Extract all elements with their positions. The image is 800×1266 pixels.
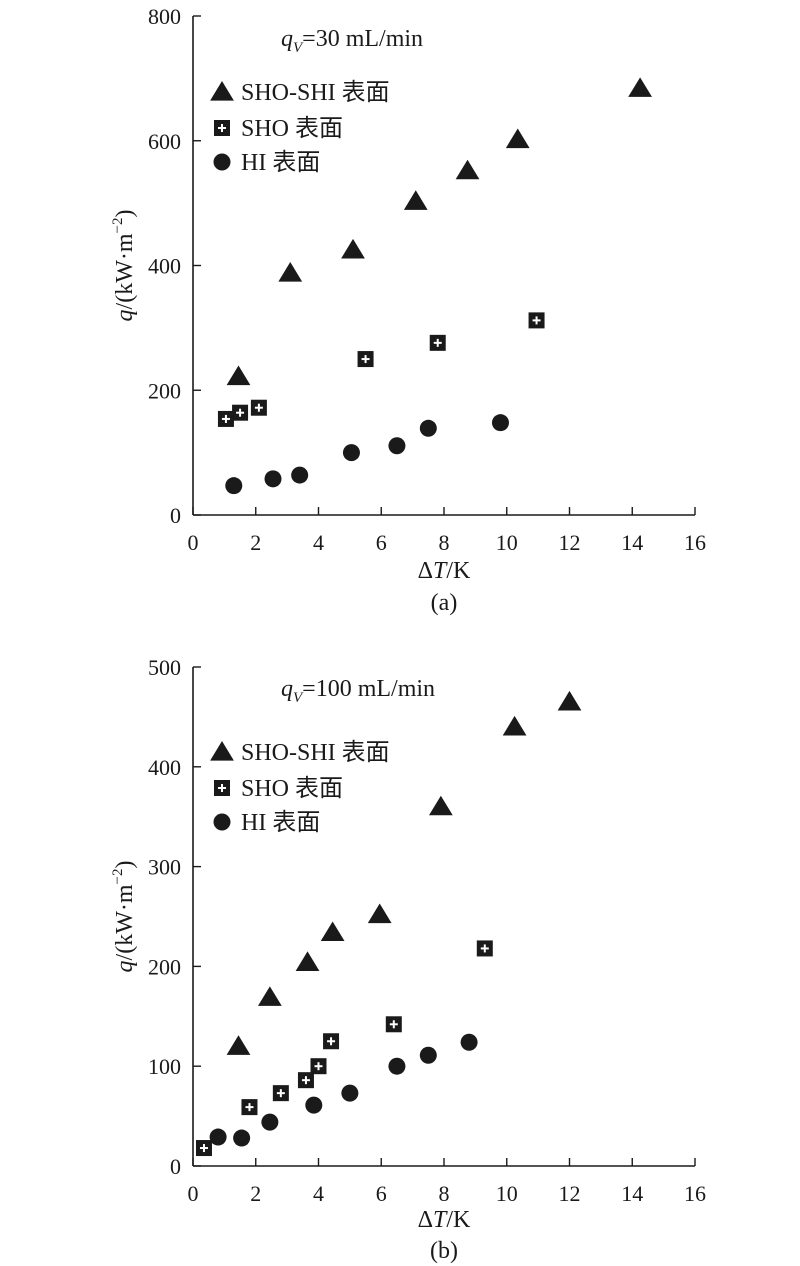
data-point-triangle — [257, 986, 282, 1006]
data-point-triangle — [295, 951, 320, 971]
legend-label: HI 表面 — [241, 149, 320, 176]
panel-label: (b) — [430, 1238, 458, 1264]
flow-rate-annotation: qV=100 mL/min — [281, 676, 435, 706]
data-point-circle — [291, 466, 309, 484]
data-point-square-cross — [323, 1033, 340, 1050]
data-point-square-cross — [232, 404, 249, 421]
x-tick-label: 8 — [439, 1181, 450, 1206]
y-axis-title: q/(kW·m−2) — [110, 210, 138, 322]
legend-marker-square-cross — [214, 120, 230, 136]
x-tick-label: 16 — [684, 530, 706, 555]
data-point-triangle — [226, 1035, 251, 1055]
data-point-circle — [305, 1096, 323, 1114]
data-point-triangle — [428, 795, 453, 816]
x-tick-label: 14 — [621, 1181, 643, 1206]
data-point-triangle — [226, 365, 251, 386]
data-point-square-cross — [476, 940, 493, 957]
y-tick-label: 600 — [148, 129, 181, 154]
data-point-circle — [209, 1128, 227, 1146]
chart-panel-b: 0 2 4 6 8 10 12 14 16 0 100 200 300 400 500 ΔT/K q/(kW·m… — [110, 655, 706, 1264]
legend-label: SHO-SHI 表面 — [241, 739, 390, 766]
y-tick-label: 0 — [170, 503, 181, 528]
y-tick-label: 100 — [148, 1054, 181, 1079]
legend-label: HI 表面 — [241, 809, 320, 836]
y-tick-label: 300 — [148, 855, 181, 880]
x-tick-label: 10 — [496, 530, 518, 555]
legend-marker-triangle — [210, 741, 234, 761]
data-point-circle — [388, 1057, 406, 1075]
x-tick-label: 12 — [559, 1181, 581, 1206]
data-point-triangle — [341, 238, 365, 259]
data-point-triangle — [557, 690, 582, 711]
legend-label: SHO 表面 — [241, 115, 343, 142]
y-tick-label: 0 — [170, 1154, 181, 1179]
data-point-circle — [419, 419, 437, 437]
x-tick-label: 0 — [188, 1181, 199, 1206]
data-point-square-cross — [217, 410, 234, 427]
legend-marker-triangle — [210, 81, 234, 101]
data-point-circle — [341, 1084, 359, 1102]
x-tick-label: 12 — [559, 530, 581, 555]
data-point-triangle — [628, 77, 652, 97]
panel-label: (a) — [431, 590, 458, 616]
y-tick-label: 400 — [148, 755, 181, 780]
data-point-circle — [419, 1046, 437, 1064]
data-point-circle — [460, 1033, 478, 1051]
y-tick-label: 500 — [148, 655, 181, 680]
data-point-triangle — [502, 715, 527, 736]
data-point-square-cross — [528, 312, 545, 329]
data-point-square-cross — [250, 399, 267, 416]
data-point-triangle — [367, 903, 392, 924]
legend-marker-circle — [213, 153, 231, 171]
flow-rate-annotation: qV=30 mL/min — [281, 26, 423, 56]
data-point-triangle — [455, 159, 480, 180]
data-point-circle — [264, 470, 282, 488]
data-point-square-cross — [195, 1140, 212, 1157]
y-tick-label: 400 — [148, 254, 181, 279]
data-point-square-cross — [357, 351, 374, 368]
x-tick-label: 14 — [621, 530, 643, 555]
legend-label: SHO 表面 — [241, 775, 343, 802]
y-tick-label: 200 — [148, 954, 181, 979]
data-point-circle — [261, 1113, 279, 1131]
data-point-triangle — [320, 921, 345, 942]
data-point-circle — [225, 477, 243, 495]
x-tick-label: 8 — [439, 530, 450, 555]
y-tick-label: 200 — [148, 378, 181, 403]
data-point-square-cross — [272, 1085, 289, 1102]
data-point-circle — [233, 1129, 251, 1147]
data-point-circle — [342, 444, 360, 462]
y-axis-title: q/(kW·m−2) — [110, 861, 138, 973]
x-tick-label: 2 — [250, 530, 261, 555]
data-point-triangle — [278, 261, 303, 282]
data-point-square-cross — [429, 334, 446, 351]
x-tick-label: 16 — [684, 1181, 706, 1206]
x-axis-title: ΔT/K — [418, 1207, 471, 1233]
legend-marker-square-cross — [214, 780, 230, 796]
x-axis-title: ΔT/K — [418, 558, 471, 584]
y-tick-label: 800 — [148, 4, 181, 29]
data-point-square-cross — [310, 1058, 327, 1075]
x-tick-label: 0 — [188, 530, 199, 555]
x-tick-label: 6 — [376, 530, 387, 555]
x-tick-label: 6 — [376, 1181, 387, 1206]
data-point-triangle — [505, 128, 530, 149]
data-point-triangle — [403, 190, 428, 210]
data-point-square-cross — [297, 1072, 314, 1089]
x-tick-label: 4 — [313, 1181, 324, 1206]
data-point-circle — [491, 414, 509, 432]
chart-panel-a: 0 2 4 6 8 10 12 14 16 0 200 400 600 800 ΔT/K q/(kW·m−2)… — [110, 4, 706, 616]
x-tick-label: 10 — [496, 1181, 518, 1206]
legend-marker-circle — [213, 813, 231, 831]
data-point-square-cross — [385, 1016, 402, 1033]
data-point-circle — [388, 437, 406, 455]
data-point-square-cross — [241, 1099, 258, 1116]
x-tick-label: 4 — [313, 530, 324, 555]
x-tick-label: 2 — [250, 1181, 261, 1206]
legend-label: SHO-SHI 表面 — [241, 79, 390, 106]
